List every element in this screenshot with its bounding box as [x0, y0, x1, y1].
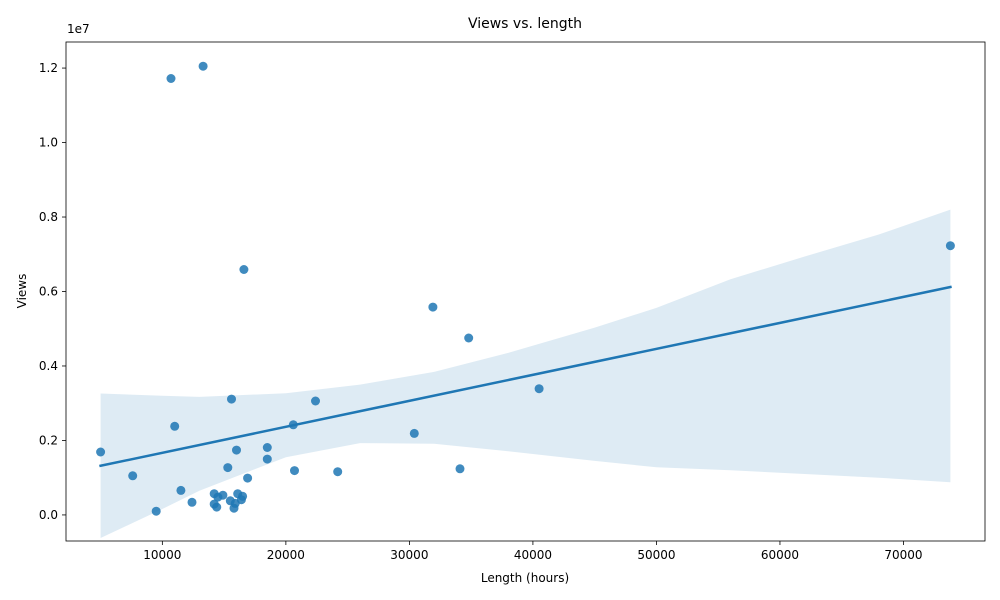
- y-tick-label: 0.4: [39, 359, 58, 373]
- y-tick-label: 0.2: [39, 433, 58, 447]
- y-tick-label: 1.2: [39, 61, 58, 75]
- data-point: [227, 394, 236, 404]
- data-point: [96, 447, 106, 457]
- chart-title: Views vs. length: [468, 16, 582, 32]
- data-point: [239, 265, 249, 274]
- data-point: [409, 428, 419, 438]
- data-point: [232, 445, 241, 455]
- data-point: [229, 503, 239, 513]
- x-tick-label: 70000: [884, 548, 922, 562]
- confidence-band: [100, 209, 951, 538]
- x-tick-label: 40000: [514, 548, 552, 562]
- data-point: [262, 443, 272, 452]
- axes-frame: [65, 41, 986, 542]
- data-point: [290, 466, 299, 476]
- x-axis-label: Length (hours): [481, 571, 569, 585]
- data-point: [428, 302, 438, 312]
- plot-area: [96, 61, 955, 538]
- data-point: [212, 502, 222, 512]
- regression-line: [99, 285, 952, 468]
- y-axis-offset-label: 1e7: [67, 22, 90, 36]
- y-tick-label: 0.6: [39, 285, 58, 299]
- x-tick-label: 60000: [761, 548, 799, 562]
- data-point: [166, 74, 176, 83]
- y-tick-label: 0.8: [39, 210, 58, 224]
- data-point: [128, 471, 138, 481]
- data-point: [945, 241, 955, 251]
- y-axis-ticks: 0.0 0.2 0.4 0.6 0.8 1.0 1.2: [39, 61, 66, 522]
- data-point: [455, 464, 465, 474]
- y-tick-label: 1.0: [39, 136, 58, 150]
- data-point: [311, 396, 320, 406]
- data-point: [333, 467, 343, 477]
- data-point: [243, 473, 253, 483]
- data-point: [187, 497, 197, 507]
- x-tick-label: 10000: [143, 548, 181, 562]
- x-tick-label: 20000: [267, 548, 305, 562]
- y-axis-label: Views: [15, 274, 29, 309]
- data-point: [198, 61, 208, 71]
- x-tick-label: 50000: [637, 548, 675, 562]
- x-tick-label: 30000: [390, 548, 428, 562]
- data-point: [262, 454, 272, 464]
- data-point: [176, 485, 186, 495]
- data-point: [223, 463, 233, 473]
- data-point: [170, 421, 180, 431]
- y-tick-label: 0.0: [39, 508, 58, 522]
- data-point: [213, 492, 223, 502]
- data-point: [534, 384, 544, 394]
- data-point: [464, 333, 474, 343]
- x-axis-ticks: 10000 20000 30000 40000 50000 60000 70000: [143, 541, 923, 562]
- data-point: [151, 506, 161, 516]
